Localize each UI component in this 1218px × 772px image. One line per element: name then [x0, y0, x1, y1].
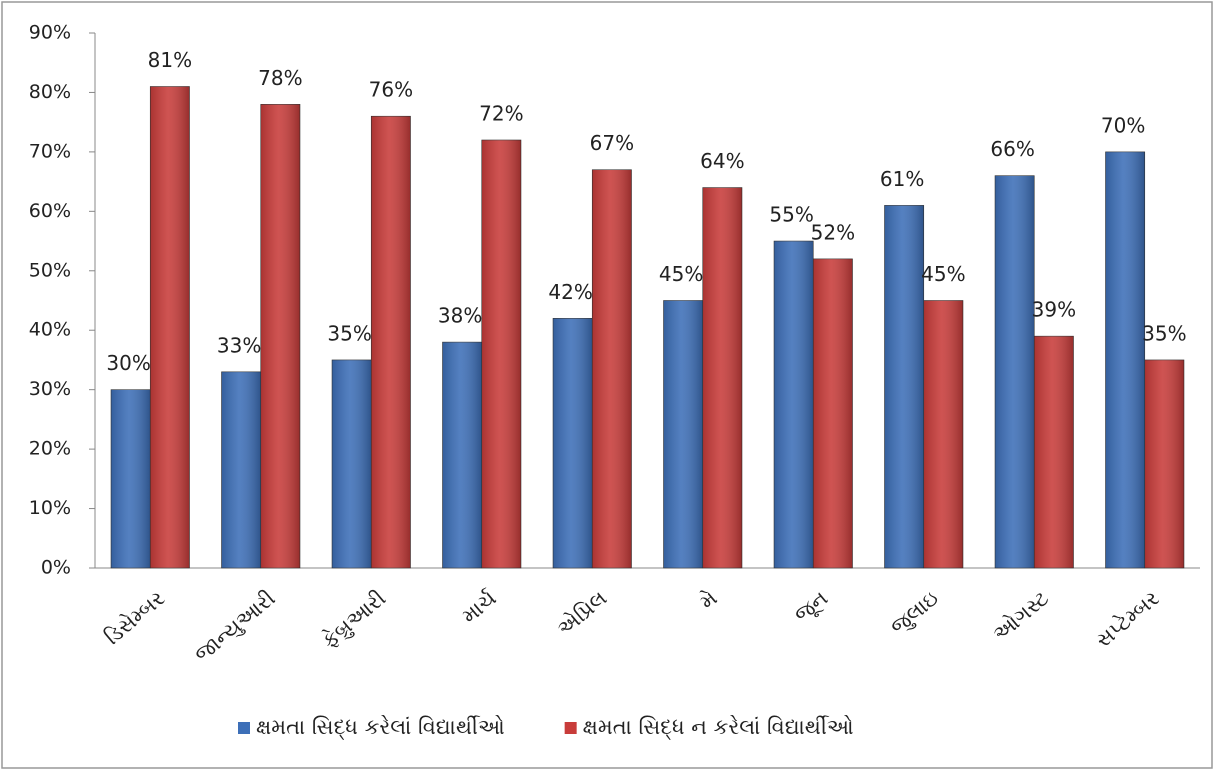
- bar-shade: [702, 187, 742, 569]
- bar-shade: [332, 359, 372, 568]
- bar-shade: [995, 175, 1035, 568]
- bar-shade: [481, 140, 521, 568]
- bar-shade: [1034, 336, 1074, 568]
- bar-group: [260, 104, 301, 569]
- bar-shade: [1144, 359, 1184, 568]
- bar-group: [221, 371, 262, 569]
- y-tick-label: 40%: [29, 319, 71, 341]
- data-label: 70%: [1101, 113, 1145, 137]
- bar-shade: [1105, 151, 1145, 568]
- bar-shade: [553, 318, 593, 568]
- bar-group: [552, 318, 593, 569]
- data-label: 38%: [438, 304, 482, 328]
- bar-group: [812, 258, 853, 569]
- bar-group: [481, 139, 522, 569]
- legend-swatch: [564, 722, 577, 734]
- bar-shade: [774, 241, 814, 569]
- y-tick-label: 60%: [29, 200, 71, 222]
- data-label: 33%: [217, 333, 261, 357]
- bar-group: [442, 341, 483, 569]
- y-tick-label: 80%: [29, 81, 71, 103]
- y-tick-label: 10%: [29, 497, 71, 519]
- bar-group: [110, 389, 151, 569]
- y-tick-label: 30%: [29, 378, 71, 400]
- data-label: 45%: [921, 262, 965, 286]
- y-tick-label: 70%: [29, 140, 71, 162]
- y-tick-label: 0%: [41, 557, 71, 579]
- y-tick-label: 90%: [29, 22, 71, 44]
- bar-shade: [663, 300, 703, 568]
- data-label: 35%: [327, 321, 371, 345]
- bar-group: [1033, 335, 1074, 569]
- bar-shade: [923, 300, 963, 568]
- bar-shade: [260, 104, 300, 568]
- data-label: 55%: [769, 203, 813, 227]
- bar-shade: [111, 389, 151, 568]
- bar-group: [331, 359, 372, 569]
- bar-shade: [884, 205, 924, 568]
- bar-group: [591, 169, 632, 569]
- bar-shade: [371, 116, 411, 568]
- bar-group: [884, 205, 925, 569]
- bar-shade: [150, 86, 190, 568]
- legend-label: ક્ષમતા સિદ્ધ ન કરેલાં વિદ્યાર્થીઓ: [583, 715, 854, 740]
- data-label: 81%: [148, 48, 192, 72]
- y-tick-label: 50%: [29, 259, 71, 281]
- data-label: 45%: [659, 262, 703, 286]
- data-label: 78%: [258, 66, 302, 90]
- data-label: 67%: [590, 131, 634, 155]
- bar-group: [994, 175, 1035, 569]
- bar-group: [149, 86, 190, 569]
- data-label: 35%: [1142, 321, 1186, 345]
- bar-group: [773, 240, 814, 569]
- legend-swatch: [238, 722, 250, 734]
- data-label: 64%: [700, 149, 744, 173]
- bar-group: [663, 300, 704, 569]
- data-label: 30%: [106, 351, 150, 375]
- bar-shade: [442, 342, 482, 568]
- bar-shade: [592, 169, 632, 568]
- bar-group: [370, 115, 411, 569]
- bar-group: [923, 300, 964, 569]
- data-label: 52%: [811, 220, 855, 244]
- bar-group: [702, 187, 743, 569]
- bar-shade: [813, 258, 853, 568]
- legend-label: ક્ષમતા સિદ્ધ કરેલાં વિદ્યાર્થીઓ: [256, 715, 505, 740]
- data-label: 72%: [479, 102, 523, 126]
- data-label: 61%: [880, 167, 924, 191]
- bar-group: [1144, 359, 1185, 569]
- bar-shade: [221, 371, 261, 568]
- bar-group: [1105, 151, 1146, 569]
- data-label: 76%: [369, 78, 413, 102]
- data-label: 42%: [548, 280, 592, 304]
- y-tick-label: 20%: [29, 438, 71, 460]
- data-label: 39%: [1032, 298, 1076, 322]
- data-label: 66%: [990, 137, 1034, 161]
